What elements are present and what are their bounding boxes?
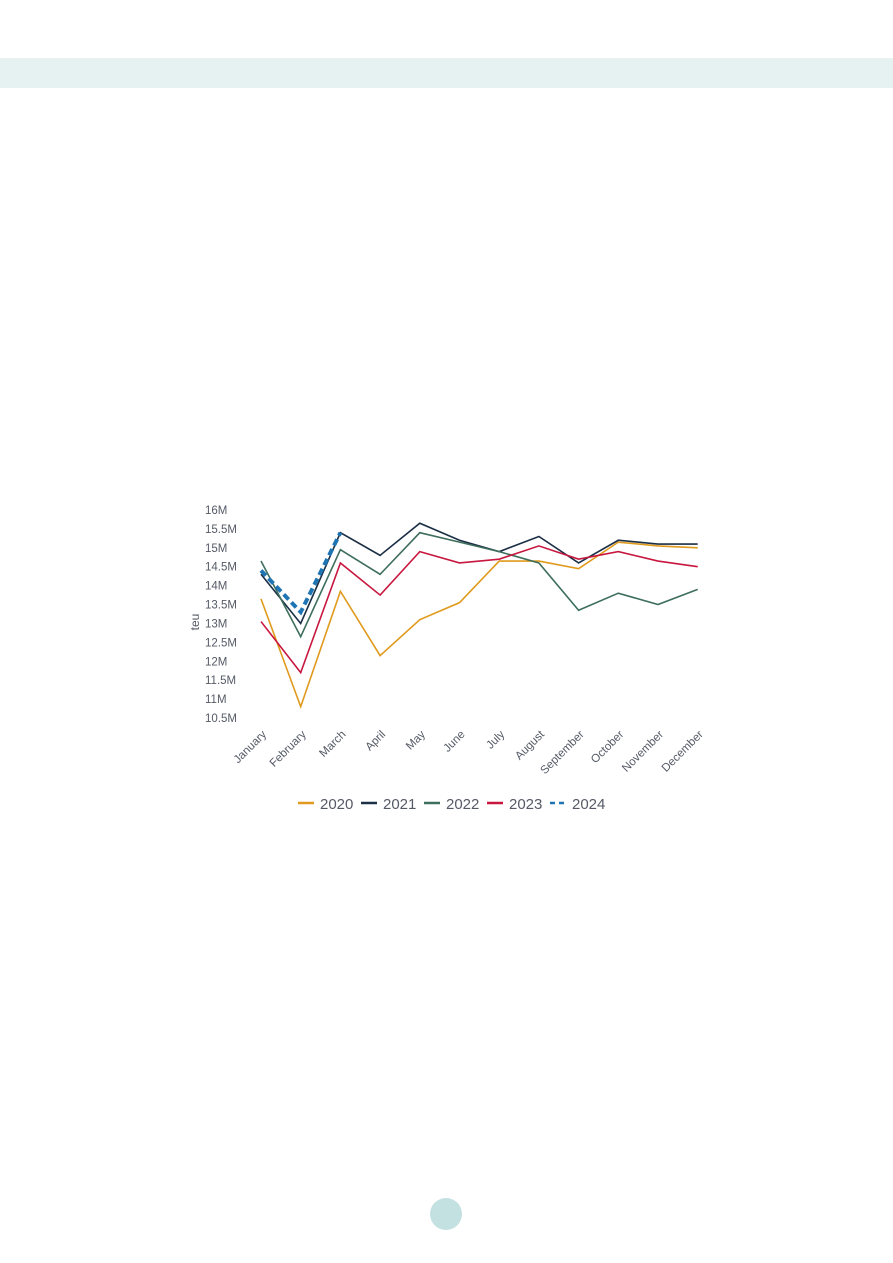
- x-tick-label: November: [620, 729, 666, 775]
- y-tick-label: 15.5M: [205, 524, 237, 536]
- series-line-2022: [260, 531, 698, 639]
- header-band: [0, 58, 893, 88]
- series-line-2020: [260, 541, 698, 710]
- x-tick-label: May: [404, 728, 428, 752]
- series-line-2021: [260, 522, 698, 625]
- y-tick-label: 15M: [205, 543, 227, 555]
- series-line-2024: [259, 531, 343, 616]
- y-tick-label: 14M: [205, 581, 227, 593]
- x-tick-label: October: [589, 729, 627, 767]
- x-tick-label: August: [513, 728, 547, 762]
- x-tick-label: September: [538, 729, 586, 777]
- y-tick-label: 10.5M: [205, 713, 237, 725]
- x-tick-label: July: [484, 728, 507, 751]
- x-tick-label: March: [317, 729, 348, 760]
- legend-label: 2022: [446, 796, 479, 813]
- legend-label: 2020: [320, 796, 353, 813]
- y-tick-label: 11M: [205, 694, 227, 706]
- y-tick-label: 11.5M: [205, 675, 236, 687]
- y-tick-label: 13.5M: [205, 600, 237, 612]
- legend-label: 2023: [509, 796, 542, 813]
- x-tick-label: April: [363, 729, 388, 754]
- series-line-2023: [260, 545, 698, 675]
- y-tick-label: 13M: [205, 618, 227, 630]
- x-tick-label: January: [232, 728, 270, 766]
- legend-label: 2021: [383, 796, 416, 813]
- y-tick-label: 12M: [205, 656, 227, 668]
- y-tick-label: 16M: [205, 505, 227, 517]
- y-axis-label: teu: [188, 614, 202, 631]
- y-tick-label: 12.5M: [205, 637, 237, 649]
- x-tick-label: December: [660, 729, 706, 775]
- x-tick-label: June: [442, 729, 468, 755]
- x-tick-label: February: [268, 728, 309, 769]
- legend-label: 2024: [572, 796, 605, 813]
- y-tick-label: 14.5M: [205, 562, 237, 574]
- page-indicator: [430, 1198, 462, 1230]
